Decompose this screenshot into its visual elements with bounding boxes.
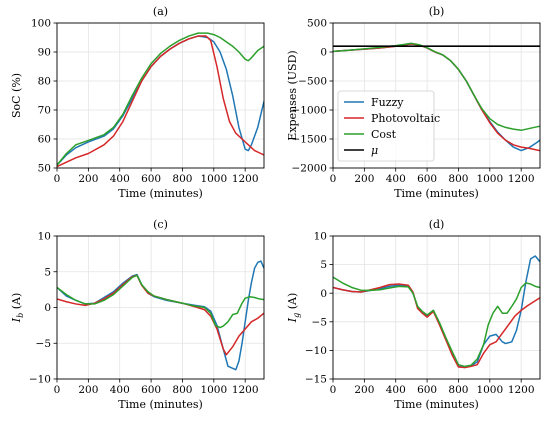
y-tick-label: 0: [320, 47, 327, 59]
series-line-photovoltaic: [57, 35, 264, 168]
y-axis-label-unit: (A): [10, 293, 23, 313]
y-tick-label: 5: [44, 266, 51, 278]
y-tick-label: −10: [29, 374, 51, 386]
panel-a: 0 200 400 600 800 1000 1200 50 60 70 80 90 100 (a) Tim…: [10, 5, 265, 200]
panel-title: (c): [153, 218, 168, 231]
y-axis-label-subscript: g: [292, 313, 301, 318]
panel-title: (a): [153, 5, 168, 18]
plot-frame: [56, 22, 265, 169]
y-axis-label-subscript: b: [16, 313, 25, 318]
x-tick-label: 0: [330, 173, 337, 185]
x-tick-label: 200: [354, 173, 374, 185]
x-tick-label: 1200: [508, 384, 535, 396]
x-tick-label: 1000: [200, 173, 227, 185]
x-axis-label: Time (minutes): [118, 398, 203, 411]
x-tick-label: 800: [448, 173, 468, 185]
y-tick-label: 70: [38, 105, 51, 117]
y-tick-label: 90: [38, 47, 51, 59]
y-tick-label: −2000: [291, 163, 327, 175]
y-tick-label: −15: [305, 374, 327, 386]
y-tick-label: 60: [38, 134, 51, 146]
series-line-photovoltaic: [333, 283, 540, 369]
y-tick-label: −5: [312, 316, 327, 328]
y-tick-label: 80: [38, 76, 51, 88]
legend: Fuzzy Photovoltaic Cost μ: [337, 90, 440, 162]
x-tick-label: 400: [386, 173, 406, 185]
y-axis-label-symbol: I: [286, 317, 299, 323]
legend-box: [337, 90, 435, 162]
y-axis-label: Expenses (USD): [286, 50, 299, 140]
x-tick-label: 0: [54, 173, 61, 185]
x-axis-label: Time (minutes): [394, 398, 479, 411]
x-tick-label: 200: [354, 384, 374, 396]
y-tick-label: −10: [305, 345, 327, 357]
x-tick-label: 400: [110, 384, 130, 396]
x-tick-label: 600: [141, 384, 161, 396]
x-tick-label: 800: [172, 384, 192, 396]
panel-title: (d): [429, 218, 445, 231]
x-tick-label: 1200: [232, 173, 259, 185]
x-tick-label: 200: [78, 173, 98, 185]
panel-c: 0 200 400 600 800 1000 1200 10 5 0 −5 −10 (c) Time (m…: [10, 218, 265, 411]
x-tick-label: 1200: [232, 384, 259, 396]
plot-frame: [332, 22, 541, 169]
y-tick-label: −5: [36, 338, 51, 350]
y-tick-label: 0: [44, 302, 51, 314]
x-tick-label: 400: [110, 173, 130, 185]
y-tick-label: 10: [314, 231, 327, 243]
y-tick-label: 10: [38, 231, 51, 243]
legend-label: Cost: [371, 128, 397, 141]
y-tick-label: 50: [38, 163, 51, 175]
legend-label: μ: [371, 144, 378, 157]
panel-b: 0 200 400 600 800 1000 1200 500 0 −500 −1000 −1500 −…: [286, 5, 541, 200]
x-tick-label: 1000: [476, 173, 503, 185]
x-tick-label: 200: [78, 384, 98, 396]
x-tick-label: 400: [386, 384, 406, 396]
y-tick-label: −1000: [291, 105, 327, 117]
x-tick-label: 600: [141, 173, 161, 185]
x-axis-label: Time (minutes): [394, 187, 479, 200]
y-axis-label-symbol: I: [10, 317, 23, 323]
y-axis-label-unit: (A): [286, 293, 299, 313]
x-tick-label: 600: [417, 173, 437, 185]
x-tick-label: 600: [417, 384, 437, 396]
y-tick-label: 5: [320, 259, 327, 271]
y-axis-label: Ib (A): [10, 293, 25, 324]
legend-label: Fuzzy: [371, 96, 404, 109]
panel-d: 0 200 400 600 800 1000 1200 10 5 0 −5 −10 −15 (d) Time…: [286, 218, 541, 411]
series-line-cost: [333, 276, 540, 368]
x-tick-label: 800: [172, 173, 192, 185]
x-axis-label: Time (minutes): [118, 187, 203, 200]
y-tick-label: 100: [31, 18, 51, 30]
x-tick-label: 1000: [200, 384, 227, 396]
legend-label: Photovoltaic: [371, 112, 440, 125]
y-tick-label: −1500: [291, 134, 327, 146]
panel-title: (b): [429, 5, 445, 18]
y-tick-label: 0: [320, 288, 327, 300]
y-tick-label: 500: [307, 18, 327, 30]
y-axis-label: SoC (%): [10, 73, 23, 118]
series-line-cost: [57, 32, 264, 166]
plot-frame: [332, 235, 541, 380]
x-tick-label: 1200: [508, 173, 535, 185]
series-line-cost: [57, 274, 264, 329]
x-tick-label: 0: [330, 384, 337, 396]
y-tick-label: −500: [298, 76, 327, 88]
x-tick-label: 0: [54, 384, 61, 396]
x-tick-label: 800: [448, 384, 468, 396]
y-axis-label: Ig (A): [286, 293, 301, 324]
x-tick-label: 1000: [476, 384, 503, 396]
